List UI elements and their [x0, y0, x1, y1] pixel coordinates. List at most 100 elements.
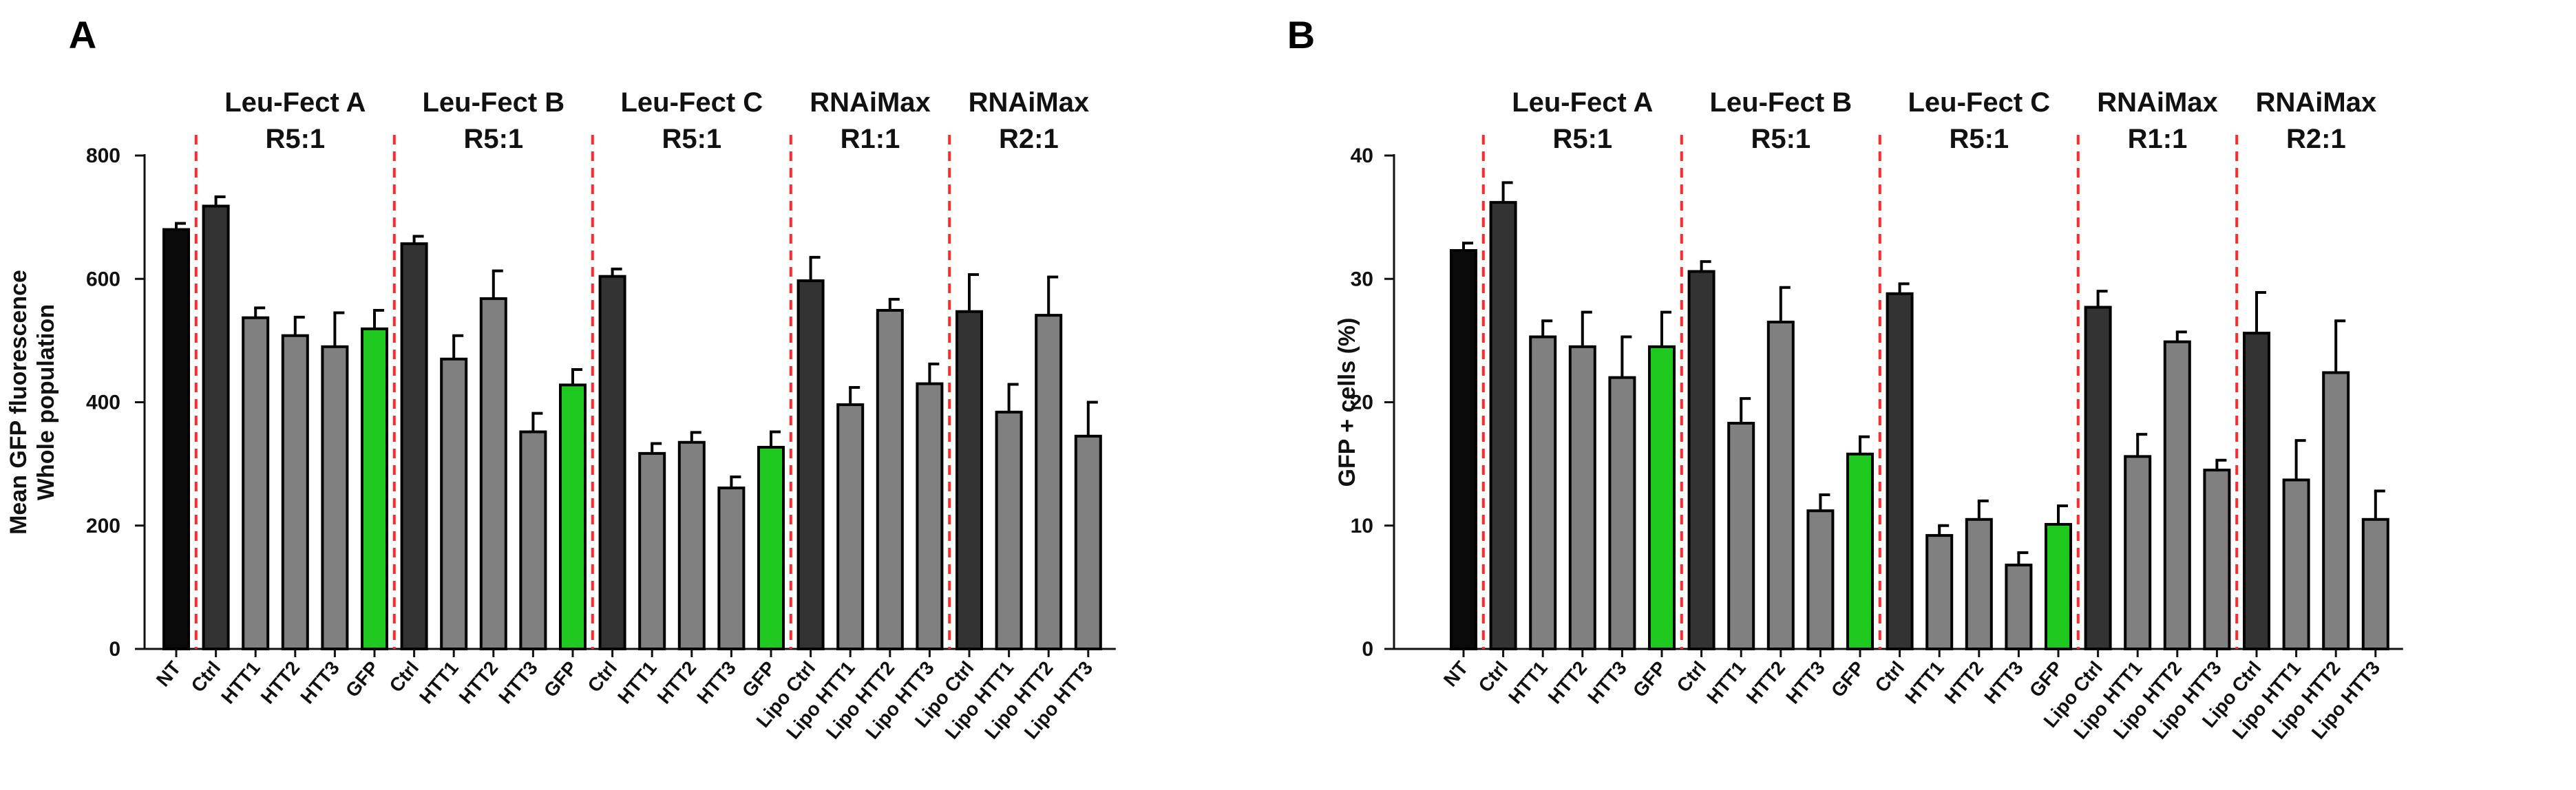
bar	[519, 430, 547, 651]
group-label: RNAiMax	[2097, 87, 2218, 118]
x-tick-label: HTT3	[693, 657, 740, 708]
x-tick-label: HTT2	[653, 657, 701, 708]
x-tick-label: HTT1	[1702, 657, 1750, 708]
panel-b: B GFP + cells (%) 0 10 20 30 40 Leu-Fect A R5:1 L…	[1287, 13, 2403, 743]
bar	[1806, 509, 1835, 650]
bar	[1965, 517, 1993, 650]
group-label: Leu-Fect A	[224, 87, 366, 118]
group-label: R2:1	[2286, 124, 2346, 154]
group-label: R5:1	[1751, 124, 1810, 154]
y-tick-label: 400	[86, 392, 120, 414]
x-tick-label: Ctrl	[1870, 657, 1908, 696]
bar	[876, 308, 904, 650]
y-tick-label: 10	[1351, 515, 1373, 537]
group-label: R5:1	[463, 124, 523, 154]
bar	[717, 487, 746, 650]
bar	[2084, 306, 2112, 650]
bar	[1766, 320, 1795, 650]
bar	[598, 275, 626, 651]
bar	[1648, 345, 1676, 650]
group-label: Leu-Fect C	[620, 87, 763, 118]
group-label: R5:1	[662, 124, 721, 154]
bar	[916, 382, 944, 650]
y-tick-label: 800	[86, 145, 120, 167]
x-tick-label: HTT1	[613, 657, 661, 708]
y-tick-label: 200	[86, 515, 120, 537]
x-tick-label: GFP	[1827, 657, 1869, 701]
group-label: Leu-Fect A	[1512, 87, 1653, 118]
x-tick-label: Ctrl	[187, 657, 224, 696]
bar	[2045, 522, 2072, 651]
group-label: Leu-Fect B	[422, 87, 564, 118]
bar	[242, 316, 270, 650]
x-tick-label: HTT1	[1504, 657, 1552, 708]
x-tick-label: HTT2	[257, 657, 304, 708]
y-tick-label: 0	[109, 638, 120, 661]
bar	[956, 310, 983, 650]
bar	[1925, 534, 1954, 651]
bar	[2203, 469, 2231, 651]
x-tick-label: HTT3	[1782, 657, 1829, 708]
group-label: R1:1	[2128, 124, 2188, 154]
bar	[638, 451, 666, 650]
group-label: R5:1	[265, 124, 325, 154]
x-tick-label: HTT1	[1901, 657, 1948, 708]
bar	[1608, 376, 1636, 651]
bar	[361, 327, 388, 650]
bar	[2163, 340, 2191, 650]
bar	[400, 242, 428, 650]
bar	[1687, 270, 1715, 650]
bar	[757, 445, 785, 651]
x-tick-label: NT	[1439, 657, 1472, 691]
x-tick-label: HTT3	[1980, 657, 2027, 708]
y-axis-title: GFP + cells (%)	[1334, 318, 1360, 487]
y-tick-label: 0	[1362, 638, 1373, 661]
bar	[2124, 455, 2152, 650]
x-tick-label: Ctrl	[1672, 657, 1710, 696]
group-label: R1:1	[841, 124, 900, 154]
panel-letter: A	[69, 13, 96, 56]
y-tick-label: 40	[1351, 145, 1373, 167]
x-tick-label: HTT3	[1583, 657, 1631, 708]
bar	[1846, 452, 1874, 650]
group-label: R2:1	[999, 124, 1059, 154]
group-label: RNAiMax	[810, 87, 931, 118]
x-tick-label: HTT3	[296, 657, 344, 708]
bar	[559, 383, 587, 651]
bar	[2361, 517, 2389, 650]
bar	[479, 297, 507, 650]
group-label: Leu-Fect C	[1908, 87, 2050, 118]
y-tick-label: 600	[86, 268, 120, 290]
bar	[202, 204, 230, 650]
panel-a: A Mean GFP fluorescence Whole population 0 2…	[6, 13, 1116, 743]
bar	[2005, 564, 2033, 650]
bar	[162, 228, 190, 650]
bar	[1727, 421, 1755, 650]
x-tick-label: GFP	[341, 657, 383, 701]
x-tick-label: Ctrl	[583, 657, 621, 696]
bar	[2322, 371, 2350, 650]
bar	[1450, 249, 1477, 650]
x-tick-label: GFP	[540, 657, 582, 701]
group-label: R5:1	[1949, 124, 2009, 154]
bar	[796, 279, 825, 651]
x-tick-label: HTT1	[415, 657, 463, 708]
x-tick-label: GFP	[1629, 657, 1671, 701]
x-tick-label: HTT2	[455, 657, 503, 708]
group-label: Leu-Fect B	[1709, 87, 1852, 118]
y-tick-label: 30	[1351, 268, 1373, 290]
x-tick-label: HTT1	[217, 657, 264, 708]
bar	[1568, 345, 1596, 650]
x-tick-label: HTT2	[1544, 657, 1592, 708]
x-tick-label: Ctrl	[385, 657, 423, 696]
bar	[2243, 332, 2270, 650]
bar	[440, 357, 468, 650]
bar	[677, 440, 706, 650]
x-tick-label: NT	[152, 657, 185, 691]
bar	[1074, 434, 1102, 650]
bar	[321, 345, 349, 650]
y-axis-title: Mean GFP fluorescence	[6, 270, 32, 535]
bar	[281, 334, 309, 650]
x-tick-label: HTT2	[1941, 657, 1988, 708]
